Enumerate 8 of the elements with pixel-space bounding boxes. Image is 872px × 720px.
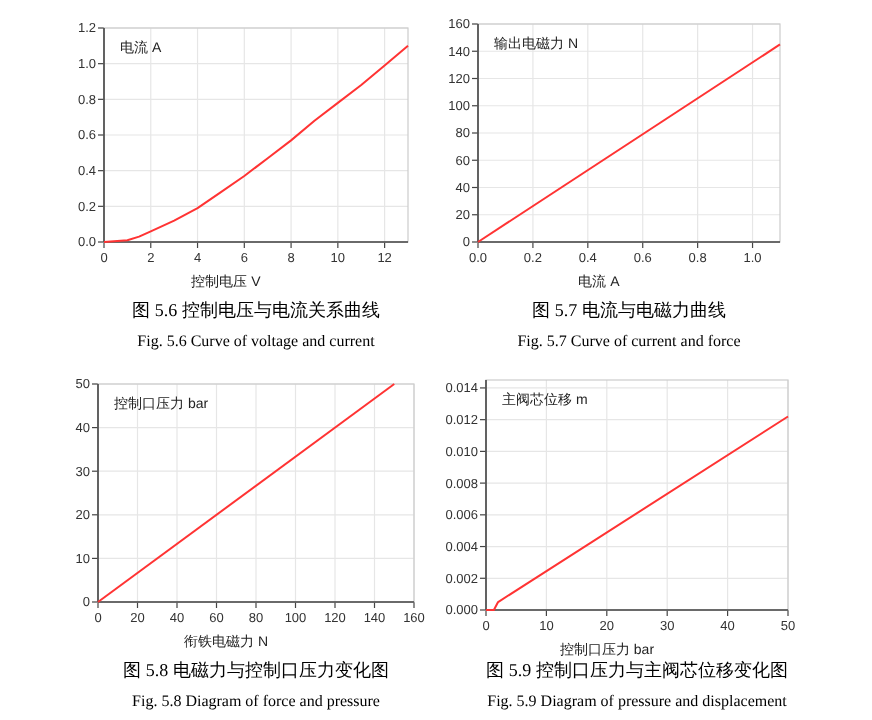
text: Fig. 5.7 Curve of current and force [517,332,742,350]
text: Fig. 5.8 Diagram of force and pressure [132,692,381,710]
text: Fig. 5.6 Curve of voltage and current [137,332,377,350]
text: 图 5.6 控制电压与电流关系曲线 [132,300,380,320]
text: 图 5.8 电磁力与控制口压力变化图 [123,660,389,680]
text: 图 5.9 控制口压力与主阀芯位移变化图 [486,660,788,680]
text: Fig. 5.9 Diagram of pressure and displacement [487,692,789,710]
text: 图 5.7 电流与电磁力曲线 [532,300,726,320]
